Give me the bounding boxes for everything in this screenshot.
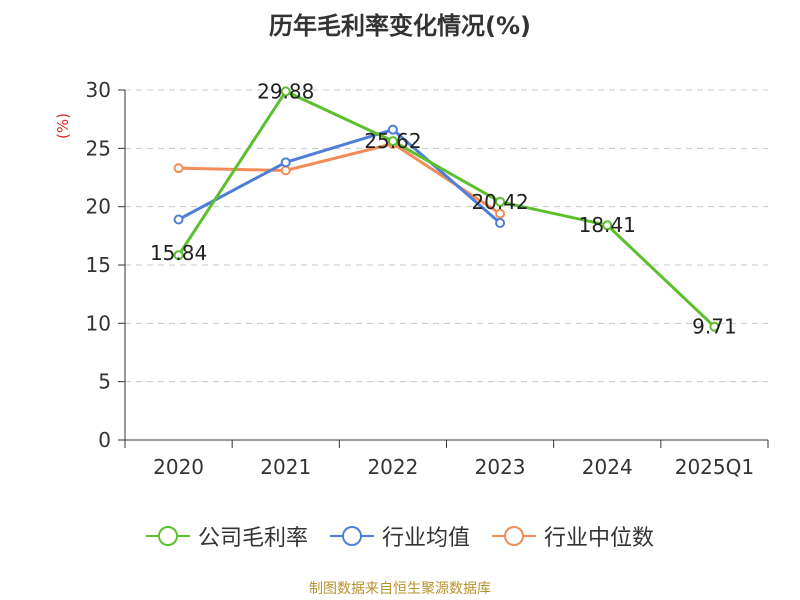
data-label: 29.88 [257, 79, 314, 103]
data-label: 9.71 [692, 315, 737, 339]
data-point [495, 196, 506, 207]
data-point [280, 165, 291, 176]
y-tick-label: 0 [98, 428, 111, 452]
data-source-note: 制图数据来自恒生聚源数据库 [309, 581, 491, 597]
y-tick-label: 30 [86, 78, 111, 102]
legend-item-company[interactable]: 公司毛利率 [145, 520, 308, 552]
data-point [280, 86, 291, 97]
data-point [280, 157, 291, 168]
legend-marker-icon [145, 526, 190, 546]
gridlines [125, 89, 768, 383]
legend-item-industry-median[interactable]: 行业中位数 [492, 520, 654, 552]
data-point [173, 214, 184, 225]
data-point [602, 220, 613, 231]
y-axis-label: (%) [54, 113, 72, 139]
data-label: 25.62 [364, 129, 421, 153]
series-line [177, 128, 502, 225]
data-point [173, 250, 184, 261]
x-tick-label: 2021 [260, 455, 311, 479]
y-tick-label: 15 [86, 253, 111, 277]
series-line [177, 89, 716, 328]
data-point [387, 136, 398, 147]
legend-marker-icon [329, 526, 374, 546]
data-label: 15.84 [150, 241, 207, 265]
x-tick-label: 2024 [582, 455, 633, 479]
y-tick-label: 20 [86, 195, 111, 219]
legend-label: 公司毛利率 [197, 526, 308, 551]
data-label: 20.42 [471, 190, 528, 214]
series-lines [173, 86, 720, 332]
legend-label: 行业中位数 [544, 526, 655, 551]
chart-title: 历年毛利率变化情况(%) [269, 12, 531, 40]
series-line [178, 142, 501, 215]
data-point [495, 208, 506, 219]
y-tick-label: 25 [86, 136, 111, 160]
legend-label: 行业均值 [381, 526, 470, 551]
tick-labels: 0 5 10 15 20 25 30 (%) 2020 2021 2022 2023 2024 2025Q… [54, 78, 754, 479]
data-labels: 15.84 29.88 25.62 20.42 18.41 9.71 [150, 79, 737, 338]
data-point [495, 218, 506, 228]
axes [118, 89, 769, 448]
legend: 公司毛利率 行业均值 行业中位数 [0, 520, 800, 552]
legend-item-industry-mean[interactable]: 行业均值 [329, 520, 470, 552]
x-tick-label: 2022 [367, 455, 418, 479]
y-tick-label: 5 [98, 370, 111, 394]
data-point [709, 321, 720, 332]
x-tick-label: 2020 [153, 455, 204, 479]
x-tick-label: 2025Q1 [675, 455, 754, 479]
data-point [387, 124, 398, 135]
data-label: 18.41 [579, 213, 636, 237]
y-tick-label: 10 [86, 311, 111, 335]
x-tick-label: 2023 [475, 455, 526, 479]
data-point [173, 163, 184, 174]
legend-marker-icon [492, 526, 536, 546]
